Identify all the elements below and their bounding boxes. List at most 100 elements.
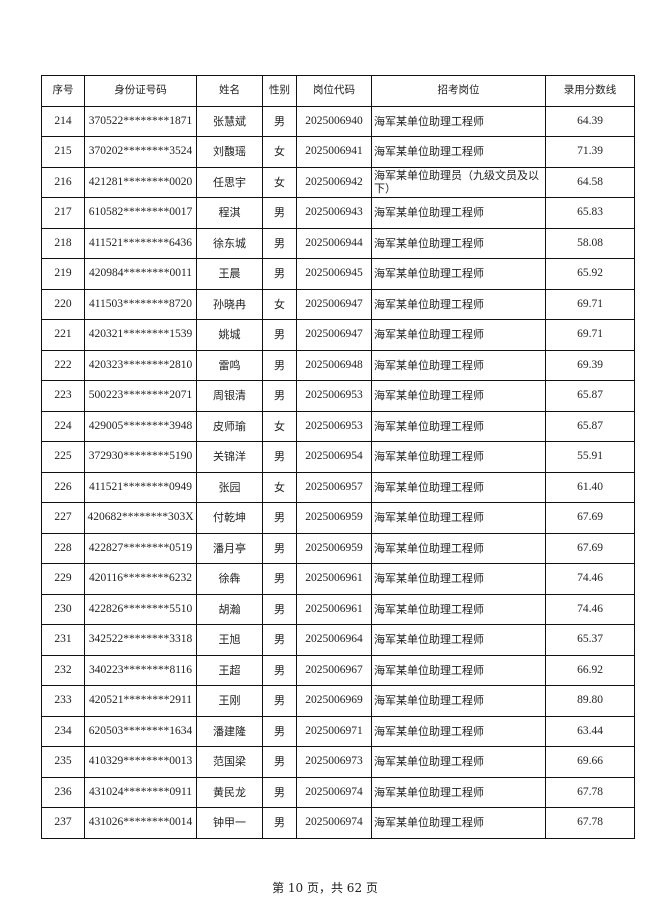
cell-index: 219 — [41, 258, 85, 290]
cell-post: 海军某单位助理工程师 — [371, 319, 546, 351]
cell-post: 海军某单位助理工程师 — [371, 593, 546, 625]
cell-id-number: 421281********0020 — [84, 166, 197, 198]
table-row: 237 431026********0014 钟甲一男 2025006974 海军某单位… — [41, 807, 635, 839]
cell-index: 230 — [41, 593, 85, 625]
cell-post-code: 2025006948 — [296, 349, 372, 381]
cell-post-code: 2025006944 — [296, 227, 372, 259]
cell-post-code: 2025006945 — [296, 258, 372, 290]
cell-index: 228 — [41, 532, 85, 564]
cell-post-code: 2025006953 — [296, 380, 372, 412]
cell-index: 214 — [41, 105, 85, 137]
cell-gender: 男 — [262, 349, 297, 381]
cell-name: 胡瀚 — [196, 593, 263, 625]
cell-post: 海军某单位助理工程师 — [371, 136, 546, 168]
cell-post-code: 2025006959 — [296, 502, 372, 534]
cell-index: 229 — [41, 563, 85, 595]
header-id-number: 身份证号码 — [84, 75, 197, 107]
header-gender: 性别 — [262, 75, 297, 107]
cell-gender: 男 — [262, 258, 297, 290]
cell-id-number: 411503********8720 — [84, 288, 197, 320]
cell-gender: 女 — [262, 136, 297, 168]
cell-score: 64.39 — [545, 105, 635, 137]
cell-id-number: 420521********2911 — [84, 685, 197, 717]
cell-post: 海军某单位助理工程师 — [371, 349, 546, 381]
cell-gender: 男 — [262, 685, 297, 717]
cell-post-code: 2025006973 — [296, 746, 372, 778]
cell-score: 67.78 — [545, 776, 635, 808]
cell-post-code: 2025006961 — [296, 593, 372, 625]
table-row: 232 340223********8116 王超男 2025006967 海军某单位助… — [41, 654, 635, 686]
cell-post: 海军某单位助理工程师 — [371, 227, 546, 259]
cell-id-number: 620503********1634 — [84, 715, 197, 747]
cell-post: 海军某单位助理工程师 — [371, 685, 546, 717]
cell-name: 王旭 — [196, 624, 263, 656]
cell-index: 233 — [41, 685, 85, 717]
table-row: 215 370202********3524 刘馥瑶女 2025006941 海军某单位… — [41, 136, 635, 168]
table-row: 234 620503********1634 潘建隆男 2025006971 海军某单位… — [41, 715, 635, 747]
cell-name: 程淇 — [196, 197, 263, 229]
cell-name: 刘馥瑶 — [196, 136, 263, 168]
cell-name: 皮师瑜 — [196, 410, 263, 442]
cell-post-code: 2025006964 — [296, 624, 372, 656]
table-row: 236 431024********0911 黄民龙男 2025006974 海军某单位… — [41, 776, 635, 808]
cell-post-code: 2025006967 — [296, 654, 372, 686]
cell-gender: 男 — [262, 197, 297, 229]
cell-gender: 男 — [262, 593, 297, 625]
cell-post: 海军某单位助理工程师 — [371, 563, 546, 595]
cell-score: 64.58 — [545, 166, 635, 198]
cell-id-number: 420682********303X — [84, 502, 197, 534]
header-post-code: 岗位代码 — [296, 75, 372, 107]
cell-post: 海军某单位助理工程师 — [371, 654, 546, 686]
page-number: 第 10 页，共 62 页 — [272, 881, 378, 895]
cell-score: 74.46 — [545, 593, 635, 625]
cell-name: 王晨 — [196, 258, 263, 290]
cell-id-number: 342522********3318 — [84, 624, 197, 656]
cell-gender: 女 — [262, 471, 297, 503]
cell-score: 69.71 — [545, 319, 635, 351]
cell-id-number: 500223********2071 — [84, 380, 197, 412]
table-row: 222 420323********2810 雷鸣男 2025006948 海军某单位助… — [41, 349, 635, 381]
cell-post-code: 2025006947 — [296, 319, 372, 351]
cell-id-number: 420323********2810 — [84, 349, 197, 381]
cell-gender: 男 — [262, 441, 297, 473]
cell-name: 张慧斌 — [196, 105, 263, 137]
cell-name: 王超 — [196, 654, 263, 686]
cell-post: 海军某单位助理工程师 — [371, 410, 546, 442]
cell-name: 王刚 — [196, 685, 263, 717]
cell-index: 225 — [41, 441, 85, 473]
cell-index: 235 — [41, 746, 85, 778]
table-row: 220 411503********8720 孙晓冉女 2025006947 海军某单位… — [41, 288, 635, 320]
cell-post-code: 2025006974 — [296, 807, 372, 839]
cell-id-number: 372930********5190 — [84, 441, 197, 473]
cell-name: 姚城 — [196, 319, 263, 351]
cell-gender: 男 — [262, 532, 297, 564]
cell-post-code: 2025006959 — [296, 532, 372, 564]
cell-gender: 女 — [262, 410, 297, 442]
cell-index: 220 — [41, 288, 85, 320]
table-row: 223 500223********2071 周银清男 2025006953 海军某单位… — [41, 380, 635, 412]
cell-index: 215 — [41, 136, 85, 168]
cell-index: 226 — [41, 471, 85, 503]
table-row: 219 420984********0011 王晨男 2025006945 海军某单位助… — [41, 258, 635, 290]
table-row: 224 429005********3948 皮师瑜女 2025006953 海军某单位… — [41, 410, 635, 442]
cell-gender: 男 — [262, 746, 297, 778]
table-row: 216 421281********0020 任思宇女 2025006942 海军某单位… — [41, 166, 635, 198]
cell-name: 周银清 — [196, 380, 263, 412]
cell-post: 海军某单位助理工程师 — [371, 624, 546, 656]
cell-post-code: 2025006943 — [296, 197, 372, 229]
cell-id-number: 340223********8116 — [84, 654, 197, 686]
cell-gender: 男 — [262, 319, 297, 351]
cell-name: 范国梁 — [196, 746, 263, 778]
cell-index: 224 — [41, 410, 85, 442]
cell-post-code: 2025006957 — [296, 471, 372, 503]
cell-score: 65.87 — [545, 410, 635, 442]
table-row: 217 610582********0017 程淇男 2025006943 海军某单位助… — [41, 197, 635, 229]
cell-score: 67.69 — [545, 502, 635, 534]
table-row: 231 342522********3318 王旭男 2025006964 海军某单位助… — [41, 624, 635, 656]
cell-id-number: 431026********0014 — [84, 807, 197, 839]
cell-post-code: 2025006941 — [296, 136, 372, 168]
cell-id-number: 411521********0949 — [84, 471, 197, 503]
cell-id-number: 370202********3524 — [84, 136, 197, 168]
cell-post: 海军某单位助理工程师 — [371, 471, 546, 503]
cell-post: 海军某单位助理工程师 — [371, 380, 546, 412]
